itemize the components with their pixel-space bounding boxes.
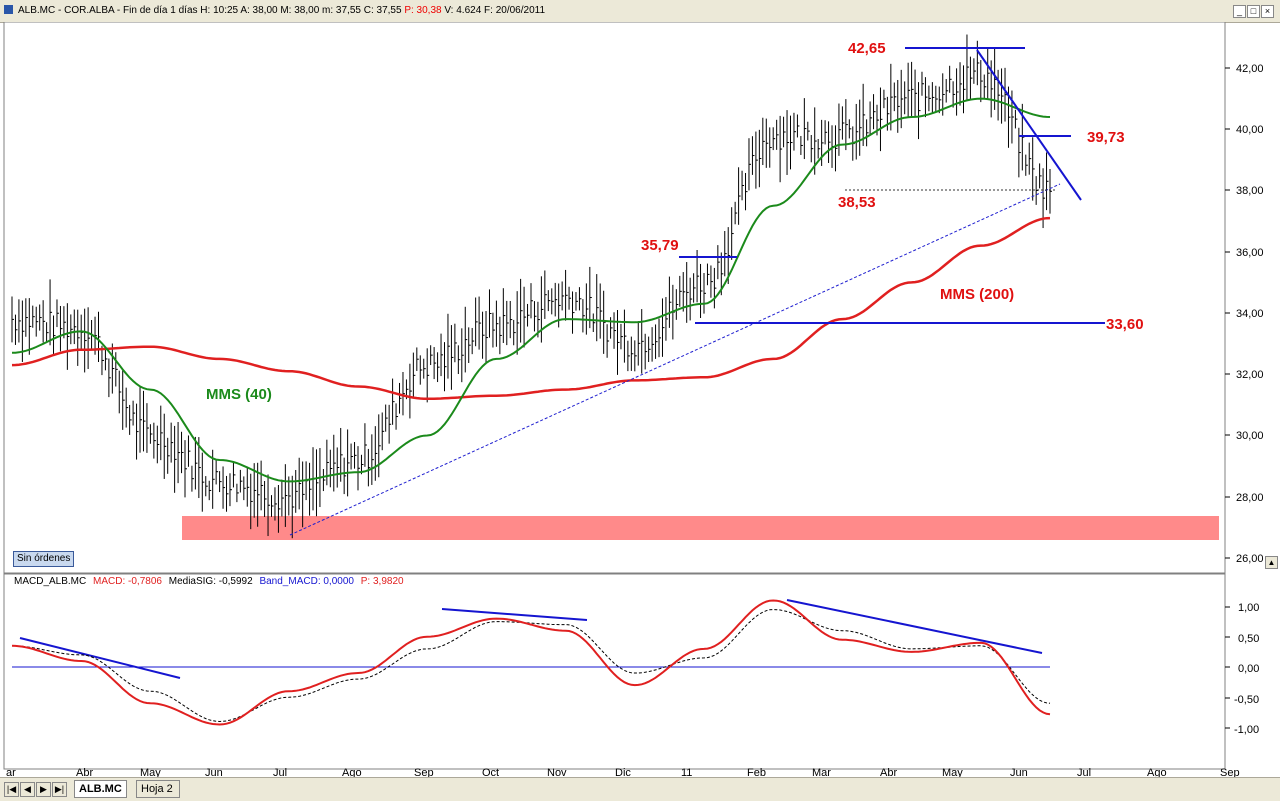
prev-sheet-button[interactable]: ◀ xyxy=(20,782,35,797)
month-label: Jun xyxy=(1010,767,1028,777)
macd-tick-label: 1,00 xyxy=(1238,602,1259,614)
label-resistance: 39,73 xyxy=(1087,129,1125,146)
svg-text:MACD_ALB.MC MACD: -0,780: MACD_ALB.MC MACD: -0,7806 MediaSIG: -0,5… xyxy=(14,576,404,587)
downtrend-line xyxy=(976,49,1082,201)
first-sheet-button[interactable]: |◀ xyxy=(4,782,19,797)
macd-panel xyxy=(3,573,1226,770)
macd-line xyxy=(11,599,1051,726)
month-label: Jul xyxy=(1077,767,1091,777)
support-zone xyxy=(182,516,1219,540)
price-panel xyxy=(3,22,1226,574)
header-prefix: ALB.MC - COR.ALBA - Fin de día 1 días H:… xyxy=(18,5,402,16)
uptrend-dashed-line xyxy=(289,183,1061,536)
month-label: May xyxy=(140,767,161,777)
next-sheet-button[interactable]: ▶ xyxy=(36,782,51,797)
month-label: Abr xyxy=(76,767,93,777)
price-tick-label: 38,00 xyxy=(1236,185,1264,197)
chart-titlebar: ALB.MC - COR.ALBA - Fin de día 1 días H:… xyxy=(0,0,1280,23)
label-support-low: 38,53 xyxy=(838,194,876,211)
label-mms200: MMS (200) xyxy=(940,286,1014,303)
last-sheet-button[interactable]: ▶| xyxy=(52,782,67,797)
month-label: Ago xyxy=(342,767,362,777)
close-button[interactable]: × xyxy=(1261,5,1274,18)
tab-alb-mc[interactable]: ALB.MC xyxy=(74,780,127,798)
month-label: Ago xyxy=(1147,767,1167,777)
minimize-button[interactable]: _ xyxy=(1233,5,1246,18)
month-label: Nov xyxy=(547,767,567,777)
maximize-button[interactable]: □ xyxy=(1247,5,1260,18)
month-label: Mar xyxy=(812,767,831,777)
mms40-line xyxy=(11,97,1051,483)
month-label: Dic xyxy=(615,767,631,777)
macd-trend-line-1 xyxy=(19,637,181,679)
price-tick-label: 40,00 xyxy=(1236,124,1264,136)
window-icon xyxy=(4,5,13,14)
macd-value: MACD: -0,7806 xyxy=(93,576,162,587)
month-label: ar xyxy=(6,767,16,777)
macd-band: Band_MACD: 0,0000 xyxy=(259,576,354,587)
label-mms40: MMS (40) xyxy=(206,386,272,403)
price-tick-label: 30,00 xyxy=(1236,430,1264,442)
chart-header-text: ALB.MC - COR.ALBA - Fin de día 1 días H:… xyxy=(18,5,545,16)
month-label: Jun xyxy=(205,767,223,777)
price-tick-label: 36,00 xyxy=(1236,247,1264,259)
macd-trend-line-3 xyxy=(786,599,1043,654)
macd-trend-line-2 xyxy=(441,608,588,621)
panel-scroll-up-button[interactable]: ▲ xyxy=(1265,556,1278,569)
month-label: Jul xyxy=(273,767,287,777)
month-label: Oct xyxy=(482,767,499,777)
month-label: Feb xyxy=(747,767,766,777)
price-tick-label: 26,00 xyxy=(1236,553,1264,565)
month-label: Sep xyxy=(414,767,434,777)
label-high: 42,65 xyxy=(848,40,886,57)
macd-tick-label: 0,00 xyxy=(1238,663,1259,675)
chart-canvas: 42,65 39,73 38,53 35,79 33,60 MMS (40) M… xyxy=(3,22,1264,777)
macd-p: P: 3,9820 xyxy=(361,576,404,587)
price-tick-label: 32,00 xyxy=(1236,369,1264,381)
price-tick-label: 28,00 xyxy=(1236,492,1264,504)
macd-signal-line xyxy=(11,608,1051,723)
header-p: P: 30,38 xyxy=(404,5,442,16)
price-bars xyxy=(11,34,1052,539)
tab-hoja-2[interactable]: Hoja 2 xyxy=(136,780,180,798)
month-label: May xyxy=(942,767,963,777)
sheet-tabbar: |◀ ◀ ▶ ▶| ALB.MC Hoja 2 xyxy=(0,777,1280,801)
macd-tick-label: -0,50 xyxy=(1234,694,1259,706)
no-orders-badge[interactable]: Sin órdenes xyxy=(13,551,75,567)
month-label: Sep xyxy=(1220,767,1240,777)
label-breakout: 35,79 xyxy=(641,237,679,254)
macd-signal: MediaSIG: -0,5992 xyxy=(169,576,253,587)
mms200-line xyxy=(11,216,1051,401)
macd-tick-label: 0,50 xyxy=(1238,633,1259,645)
macd-tick-label: -1,00 xyxy=(1234,724,1259,736)
month-label: 11 xyxy=(681,767,692,777)
price-tick-label: 34,00 xyxy=(1236,308,1264,320)
price-tick-label: 42,00 xyxy=(1236,63,1264,75)
month-label: Abr xyxy=(880,767,897,777)
header-suffix: V: 4.624 F: 20/06/2011 xyxy=(444,5,546,16)
macd-name: MACD_ALB.MC xyxy=(14,576,86,587)
label-support: 33,60 xyxy=(1106,316,1144,333)
